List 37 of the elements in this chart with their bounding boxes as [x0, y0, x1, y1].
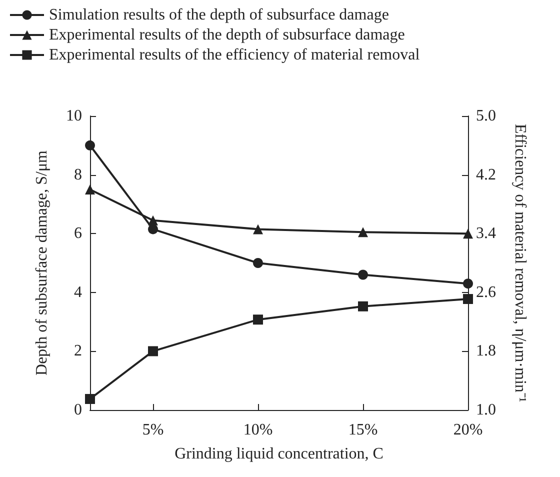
point	[85, 184, 95, 194]
point	[358, 227, 368, 238]
y2-tick-label: 4.2	[476, 166, 496, 184]
point	[253, 258, 263, 268]
point	[148, 224, 158, 234]
point	[85, 394, 95, 404]
x-axis-title: Grinding liquid concentration, C	[174, 446, 384, 462]
point	[253, 224, 263, 234]
y-tick-label: 4	[74, 284, 82, 301]
point	[358, 301, 368, 312]
point	[85, 140, 95, 150]
y-tick-label: 6	[74, 225, 82, 242]
y2-tick-label: 2.6	[476, 284, 496, 301]
legend-label: Simulation results of the depth of subsurface damage	[49, 6, 389, 24]
point	[463, 294, 473, 304]
point	[463, 278, 473, 289]
point	[148, 346, 158, 356]
y-tick-label: 2	[74, 342, 82, 360]
point	[148, 215, 158, 226]
y2-axis-title: Efficiency of material removal, η/μm·min⁻¹	[512, 124, 528, 402]
y2-tick-label: 1.0	[476, 402, 496, 418]
point	[463, 228, 473, 239]
y-tick-label: 10	[66, 108, 82, 124]
y2-tick-label: 1.8	[476, 342, 496, 360]
x-tick-label: 15%	[348, 422, 378, 438]
x-tick-label: 5%	[142, 422, 164, 438]
legend-label: Experimental results of the depth of subsurface damage	[49, 26, 405, 44]
y2-tick-label: 5.0	[476, 108, 496, 124]
x-tick-label: 20%	[453, 422, 483, 438]
point	[253, 314, 263, 325]
x-tick-label: 10%	[243, 422, 273, 438]
y-tick-label: 8	[74, 166, 82, 184]
point	[358, 270, 368, 280]
y2-tick-label: 3.4	[476, 225, 496, 242]
y-axis-title: Depth of subsurface damage, S/μm	[34, 150, 50, 376]
y-tick-label: 0	[74, 402, 82, 418]
legend-label: Experimental results of the efficiency of material removal	[49, 46, 420, 64]
